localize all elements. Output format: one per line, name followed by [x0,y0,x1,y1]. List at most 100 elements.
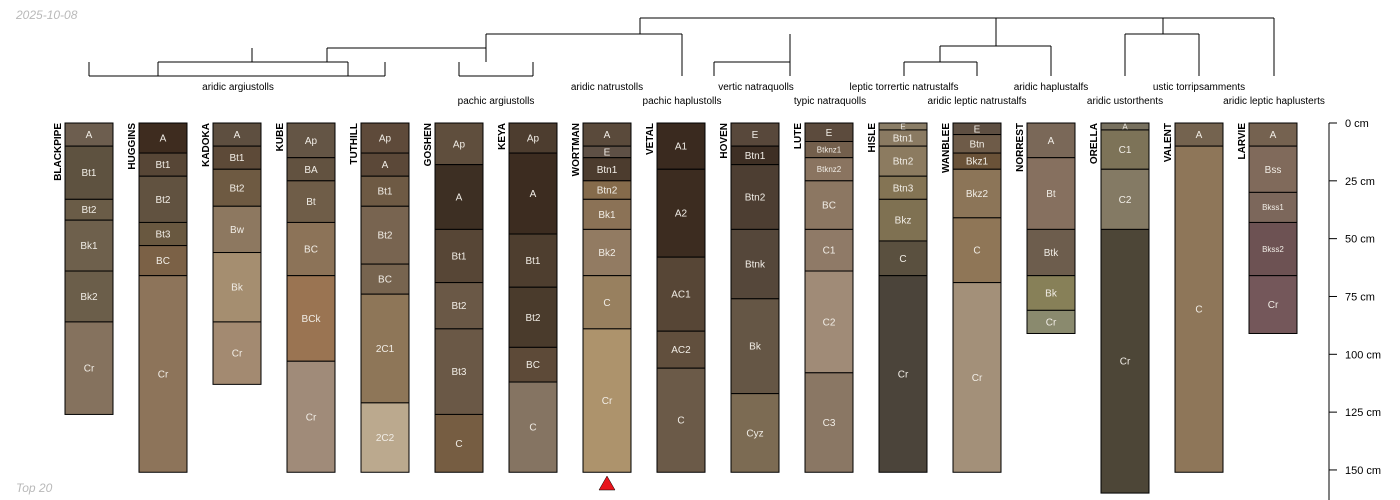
horizon-wortman-6 [582,275,632,330]
horizon-huggins-5 [138,275,188,473]
horizon-label: BCk [302,314,322,325]
profile-norrest: A Bt Btk Bk Cr NORREST [1015,122,1076,334]
depth-axis: 0 cm 25 cm 50 cm 75 cm 100 cm 125 cm 150 cm [1328,118,1381,500]
horizon-tuthill-5 [360,293,410,404]
horizon-label: Bkss1 [1262,203,1284,212]
horizon-goshen-1 [434,164,484,230]
horizon-label: Bt1 [81,168,96,179]
taxon-label: aridic haplustalfs [1014,82,1088,93]
horizon-norrest-4 [1026,309,1076,334]
horizon-label: Btk [1044,248,1059,259]
horizon-vetal-4 [656,367,706,473]
horizon-label: Btn2 [597,186,618,197]
profile-hoven: E Btn1 Btn2 Btnk Bk Cyz HOVEN [719,122,780,473]
profile-name: KEYA [497,123,508,150]
horizon-label: Cr [972,373,983,384]
profile-blackpipe: A Bt1 Bt2 Bk1 Bk2 Cr BLACKPIPE [53,122,114,415]
taxon-label: pachic argiustolls [458,96,535,107]
horizon-label: Bt [1046,189,1056,200]
profile-name: ORELLA [1089,123,1100,164]
horizon-label: Bt3 [451,367,466,378]
profile-huggins: A Bt1 Bt2 Bt3 BC Cr HUGGINS [127,122,188,473]
profile-valent: A C VALENT [1163,122,1224,473]
horizon-label: Cyz [746,428,763,439]
horizon-hoven-5 [730,393,780,473]
horizon-label: Ap [305,136,318,147]
horizon-kube-2 [286,180,336,223]
horizon-label: Bt1 [229,153,244,164]
profile-larvie: A Bss Bkss1 Bkss2 Cr LARVIE [1237,122,1298,334]
profile-name: LARVIE [1237,123,1248,160]
horizon-keya-0 [508,122,558,154]
horizon-hisle-5 [878,240,928,277]
profile-name: KUBE [275,123,286,152]
horizon-label: Btn1 [597,165,618,176]
horizon-larvie-3 [1248,221,1298,277]
horizon-label: Cr [898,369,909,380]
profile-name: VALENT [1163,123,1174,162]
horizon-label: Bt2 [451,301,466,312]
taxon-label: aridic argiustolls [202,82,274,93]
horizon-label: Bt [306,197,316,208]
depth-tick-label: 25 cm [1345,176,1375,188]
horizon-label: Cr [1046,317,1057,328]
depth-tick-label: 150 cm [1345,465,1381,477]
horizon-lute-6 [804,372,854,473]
taxon-label: aridic ustorthents [1087,96,1163,107]
horizon-label: Bt2 [525,313,540,324]
horizon-goshen-5 [434,413,484,473]
profile-name: BLACKPIPE [53,123,64,181]
horizon-label: Bt1 [155,160,170,171]
horizon-valent-1 [1174,145,1224,473]
horizon-label: A [86,130,93,141]
horizon-label: Btn2 [745,193,766,204]
depth-tick-label: 0 cm [1345,118,1369,130]
horizon-label: BC [156,256,170,267]
horizon-label: Bk1 [598,210,616,221]
horizon-label: Bt2 [81,205,96,216]
horizon-label: A [1270,130,1277,141]
horizon-kadoka-5 [212,321,262,385]
horizon-tuthill-6 [360,402,410,473]
horizon-label: Bkz [895,216,912,227]
horizon-label: A [604,130,611,141]
horizon-keya-5 [508,381,558,473]
dendrogram [88,17,1275,77]
horizon-label: Cr [158,369,169,380]
profile-kube: Ap BA Bt BC BCk Cr KUBE [275,122,336,473]
horizon-keya-3 [508,286,558,348]
depth-tick-label: 50 cm [1345,234,1375,246]
horizon-label: Cr [232,349,243,360]
taxon-label: aridic leptic haplusterts [1223,96,1325,107]
horizon-label: C [1195,305,1202,316]
horizon-label: A [234,130,241,141]
horizon-label: E [900,122,905,131]
horizon-label: A [1048,136,1055,147]
horizon-label: Cr [306,412,317,423]
horizon-label: Bk [749,342,762,353]
depth-tick-label: 125 cm [1345,407,1381,419]
horizon-kube-5 [286,360,336,473]
horizon-kube-3 [286,221,336,277]
footer-label: Top 20 [16,481,53,495]
horizon-label: BC [304,245,318,256]
horizon-hisle-6 [878,275,928,473]
horizon-larvie-4 [1248,275,1298,334]
horizon-keya-2 [508,233,558,288]
horizon-label: Bt1 [377,187,392,198]
profile-name: HISLE [867,123,878,153]
horizon-label: Btknz1 [817,145,842,154]
horizon-blackpipe-3 [64,219,114,272]
horizon-norrest-3 [1026,275,1076,311]
profile-name: VETAL [645,123,656,155]
horizon-hoven-3 [730,228,780,300]
horizon-label: A2 [675,209,688,220]
depth-tick-label: 100 cm [1345,349,1381,361]
horizon-label: A [530,189,537,200]
profile-tuthill: Ap A Bt1 Bt2 BC 2C1 2C2 TUTHILL [349,122,410,473]
horizon-kadoka-2 [212,168,262,207]
horizon-label: Btknz2 [817,165,842,174]
horizon-label: C [677,416,684,427]
horizon-wanblee-4 [952,217,1002,284]
